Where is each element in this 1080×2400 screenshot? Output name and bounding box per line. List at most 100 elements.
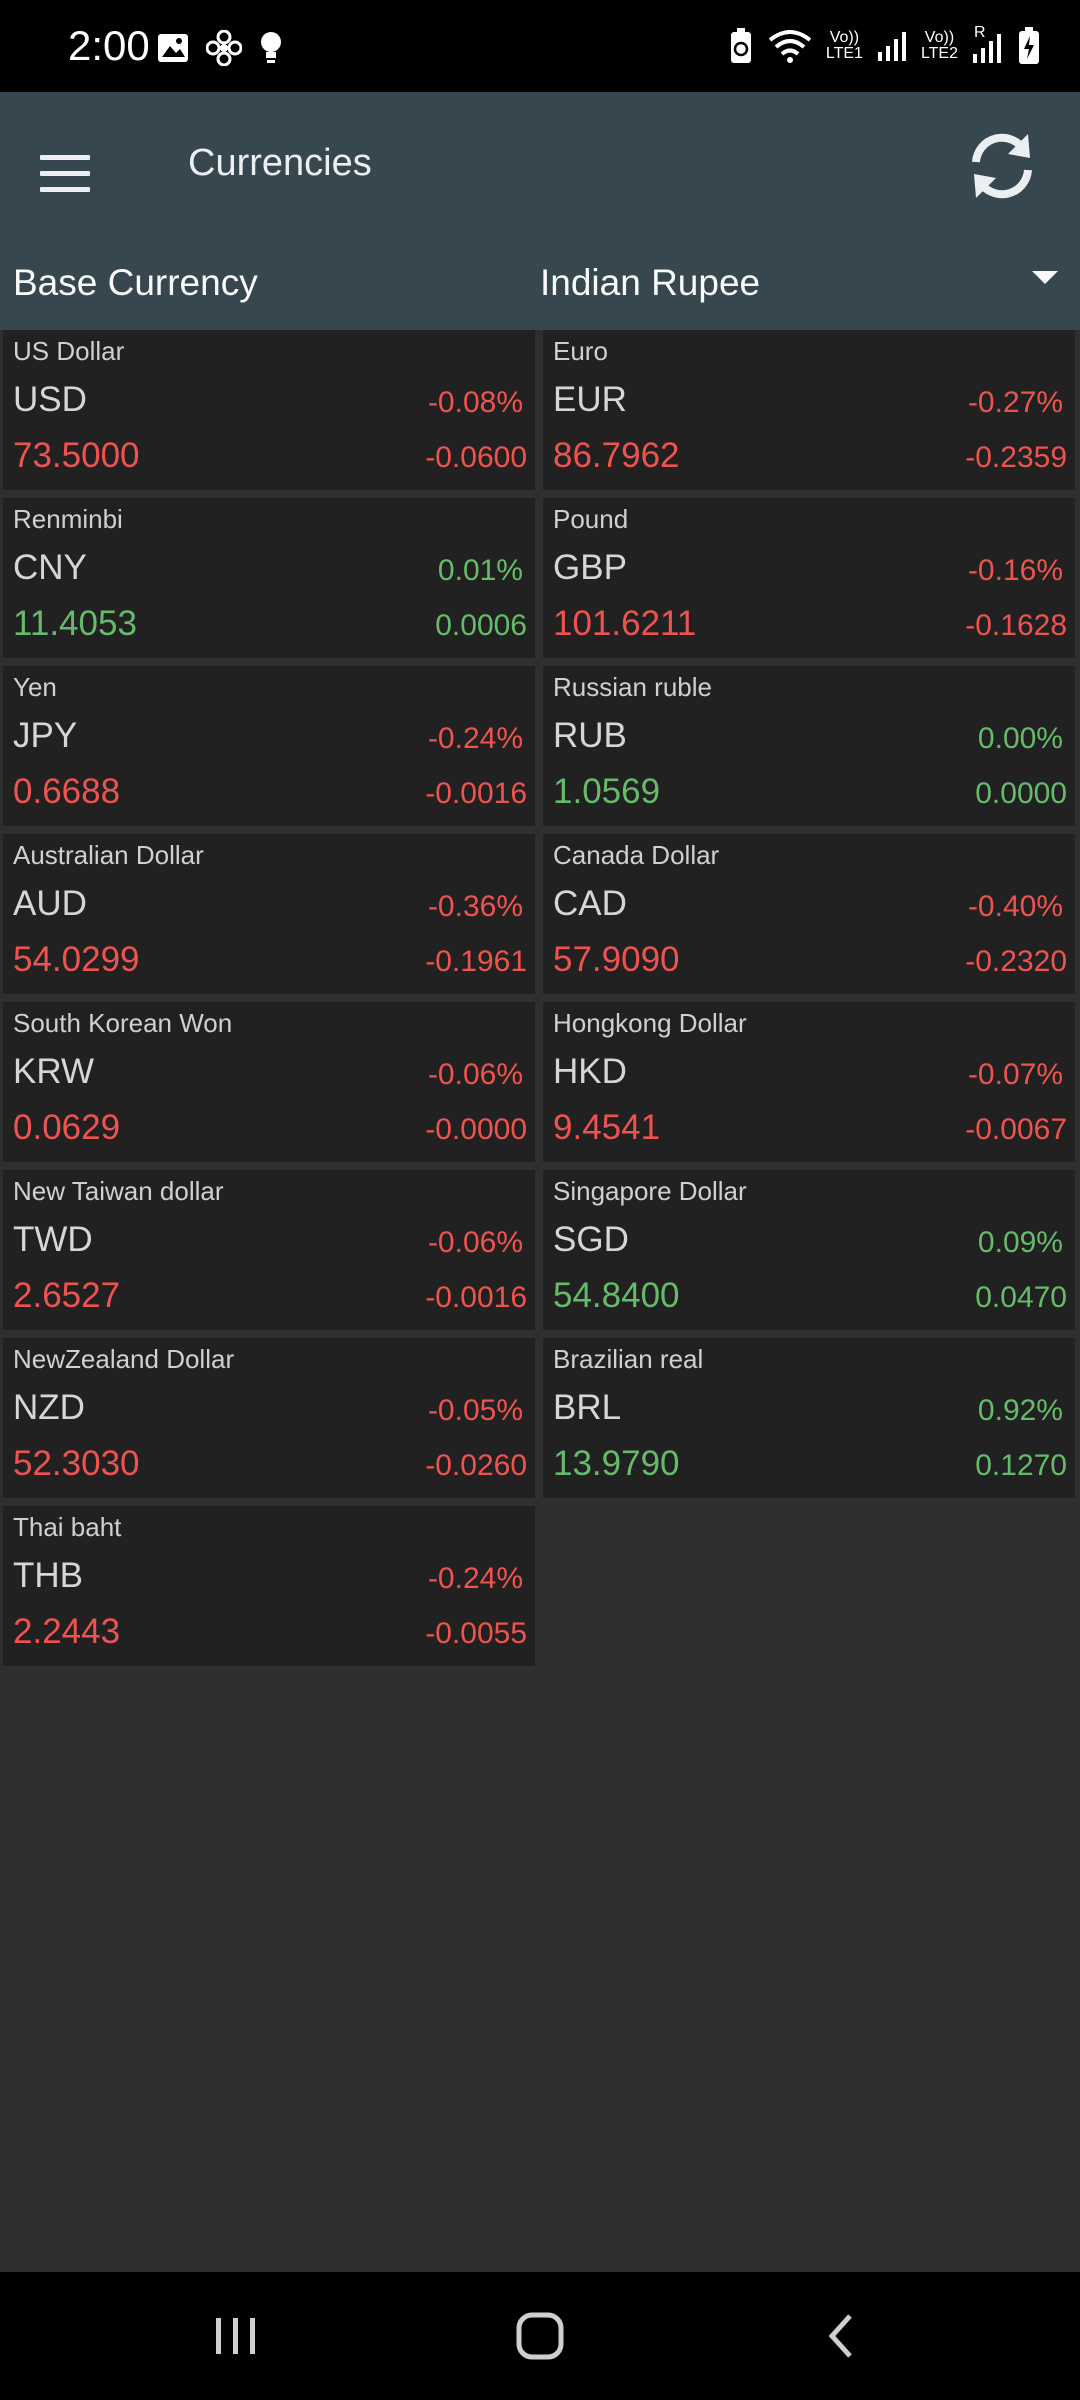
hamburger-menu-icon-bar-3 [40, 186, 90, 192]
currency-rate: 52.3030 [13, 1444, 140, 1483]
base-currency-value: Indian Rupee [540, 262, 761, 303]
currency-change-percent: -0.27% [967, 386, 1063, 419]
currency-code: THB [13, 1556, 83, 1595]
currency-change-percent: -0.40% [967, 890, 1063, 923]
currency-code: EUR [553, 380, 627, 419]
currency-rate: 101.6211 [553, 604, 697, 643]
currency-rate: 2.6527 [13, 1276, 121, 1315]
currency-rate: 54.8400 [553, 1276, 680, 1315]
currency-change-value: -0.2359 [965, 441, 1067, 474]
volte-2-label: Vo)) [924, 29, 955, 46]
currency-change-value: 0.1270 [975, 1449, 1067, 1482]
currency-name: Hongkong Dollar [553, 1008, 747, 1038]
signal-2-indicator: R [972, 24, 1002, 64]
currency-code: AUD [13, 884, 87, 923]
currency-change-percent: 0.92% [977, 1394, 1063, 1427]
currency-rate: 2.2443 [13, 1612, 121, 1651]
system-nav-bar [0, 2272, 1080, 2400]
currency-code: JPY [13, 716, 78, 755]
currency-card-thb[interactable]: Thai baht THB -0.24% 2.2443 -0.0055 [3, 1506, 535, 1666]
menu-button[interactable] [40, 138, 110, 208]
currency-name: Brazilian real [553, 1344, 704, 1374]
volte-1-label: Vo)) [829, 29, 860, 46]
currency-card-twd[interactable]: New Taiwan dollar TWD -0.06% 2.6527 -0.0016 [3, 1170, 535, 1330]
currency-code: KRW [13, 1052, 95, 1091]
currency-card-cny[interactable]: Renminbi CNY 0.01% 11.4053 0.0006 [3, 498, 535, 658]
currency-change-percent: -0.16% [967, 554, 1063, 587]
currency-change-percent: 0.09% [977, 1226, 1063, 1259]
gallery-icon [158, 34, 188, 62]
currency-change-value: -0.0600 [425, 441, 527, 474]
volte-1-indicator: Vo)) LTE1 [826, 30, 863, 62]
currency-name: Yen [13, 672, 57, 702]
currency-change-value: -0.0000 [425, 1113, 527, 1146]
currency-change-value: 0.0000 [975, 777, 1067, 810]
currency-code: SGD [553, 1220, 629, 1259]
refresh-icon [972, 133, 1032, 199]
network-2-label: LTE2 [920, 45, 958, 62]
currency-change-percent: -0.05% [427, 1394, 523, 1427]
recent-apps-button[interactable] [196, 2306, 276, 2366]
currency-code: NZD [13, 1388, 85, 1427]
currency-code: HKD [553, 1052, 627, 1091]
currency-card-cad[interactable]: Canada Dollar CAD -0.40% 57.9090 -0.2320 [543, 834, 1075, 994]
volte-2-indicator: Vo)) LTE2 [921, 30, 958, 62]
dropdown-arrow-icon [1032, 271, 1058, 284]
currency-card-jpy[interactable]: Yen JPY -0.24% 0.6688 -0.0016 [3, 666, 535, 826]
currency-name: Canada Dollar [553, 840, 720, 870]
status-left-icons [156, 30, 284, 66]
roaming-label: R [974, 24, 986, 41]
currency-rate: 9.4541 [553, 1108, 661, 1147]
battery-saver-icon [730, 28, 751, 63]
currency-rate: 11.4053 [13, 604, 137, 643]
base-currency-dropdown[interactable]: Indian Rupee [540, 244, 1070, 320]
currency-name: NewZealand Dollar [13, 1344, 235, 1374]
recent-apps-icon [216, 2318, 255, 2354]
app-toolbar: Currencies Base Currency Indian Rupee [0, 92, 1080, 330]
refresh-button[interactable] [962, 126, 1042, 206]
currency-code: TWD [13, 1220, 93, 1259]
hamburger-menu-icon-bar-1 [40, 154, 90, 160]
home-button[interactable] [500, 2306, 580, 2366]
currency-name: Thai baht [13, 1512, 122, 1542]
currency-code: CAD [553, 884, 627, 923]
currency-name: Russian ruble [553, 672, 712, 702]
currency-rate: 57.9090 [553, 940, 680, 979]
currency-change-percent: -0.06% [427, 1226, 523, 1259]
wifi-icon [768, 30, 812, 63]
currency-rate: 13.9790 [553, 1444, 680, 1483]
currency-card-sgd[interactable]: Singapore Dollar SGD 0.09% 54.8400 0.0470 [543, 1170, 1075, 1330]
currency-name: Singapore Dollar [553, 1176, 747, 1206]
page-title: Currencies [188, 142, 372, 184]
currency-card-brl[interactable]: Brazilian real BRL 0.92% 13.9790 0.1270 [543, 1338, 1075, 1498]
currency-change-percent: -0.06% [427, 1058, 523, 1091]
back-button[interactable] [800, 2306, 880, 2366]
bulb-icon [261, 32, 281, 63]
network-1-label: LTE1 [825, 45, 863, 62]
currency-rate: 1.0569 [553, 772, 661, 811]
currency-card-eur[interactable]: Euro EUR -0.27% 86.7962 -0.2359 [543, 330, 1075, 490]
currency-card-krw[interactable]: South Korean Won KRW -0.06% 0.0629 -0.0000 [3, 1002, 535, 1162]
currency-name: Pound [553, 504, 629, 534]
currency-name: Renminbi [13, 504, 123, 534]
currency-code: RUB [553, 716, 627, 755]
signal-2-icon [973, 34, 1001, 63]
currency-rate: 0.6688 [13, 772, 121, 811]
currency-card-gbp[interactable]: Pound GBP -0.16% 101.6211 -0.1628 [543, 498, 1075, 658]
hamburger-menu-icon-bar-2 [40, 170, 90, 176]
currency-rate: 73.5000 [13, 436, 140, 475]
currency-card-usd[interactable]: US Dollar USD -0.08% 73.5000 -0.0600 [3, 330, 535, 490]
currency-card-hkd[interactable]: Hongkong Dollar HKD -0.07% 9.4541 -0.0067 [543, 1002, 1075, 1162]
currency-code: BRL [553, 1388, 622, 1427]
currency-change-value: -0.0067 [965, 1113, 1067, 1146]
currency-name: South Korean Won [13, 1008, 233, 1038]
currency-card-aud[interactable]: Australian Dollar AUD -0.36% 54.0299 -0.1961 [3, 834, 535, 994]
back-icon [828, 2314, 852, 2358]
currency-card-nzd[interactable]: NewZealand Dollar NZD -0.05% 52.3030 -0.0260 [3, 1338, 535, 1498]
currency-name: Australian Dollar [13, 840, 204, 870]
currency-change-value: 0.0470 [975, 1281, 1067, 1314]
currency-rate: 0.0629 [13, 1108, 121, 1147]
currency-card-rub[interactable]: Russian ruble RUB 0.00% 1.0569 0.0000 [543, 666, 1075, 826]
currency-name: US Dollar [13, 336, 125, 366]
currency-name: New Taiwan dollar [13, 1176, 224, 1206]
